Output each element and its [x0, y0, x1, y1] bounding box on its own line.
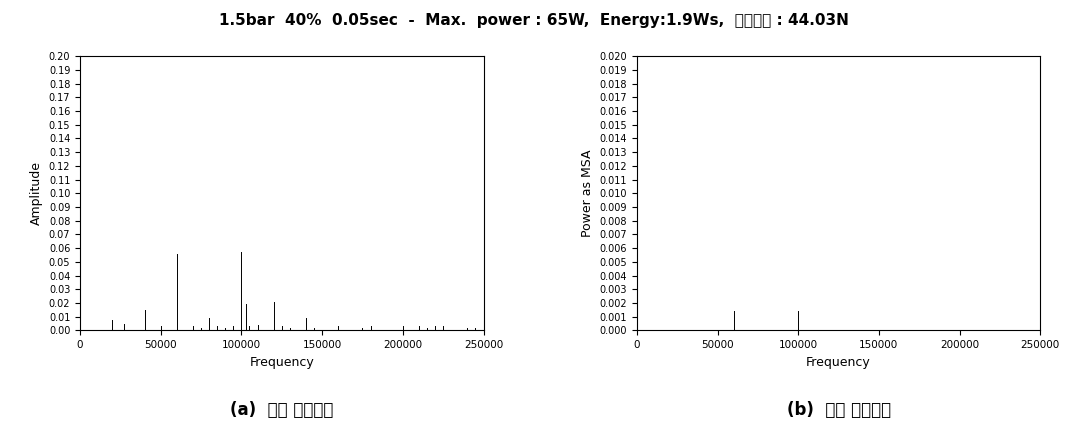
Text: (a)  진폭 스펙트럼: (a) 진폭 스펙트럼	[230, 401, 334, 419]
X-axis label: Frequency: Frequency	[807, 356, 871, 369]
Y-axis label: Power as MSA: Power as MSA	[580, 149, 594, 237]
Text: 1.5bar  40%  0.05sec  -  Max.  power : 65W,  Energy:1.9Ws,  인장강도 : 44.03N: 1.5bar 40% 0.05sec - Max. power : 65W, E…	[219, 13, 848, 28]
X-axis label: Frequency: Frequency	[250, 356, 314, 369]
Y-axis label: Amplitude: Amplitude	[30, 161, 44, 226]
Text: (b)  파워 스펙트럼: (b) 파워 스펙트럼	[786, 401, 891, 419]
